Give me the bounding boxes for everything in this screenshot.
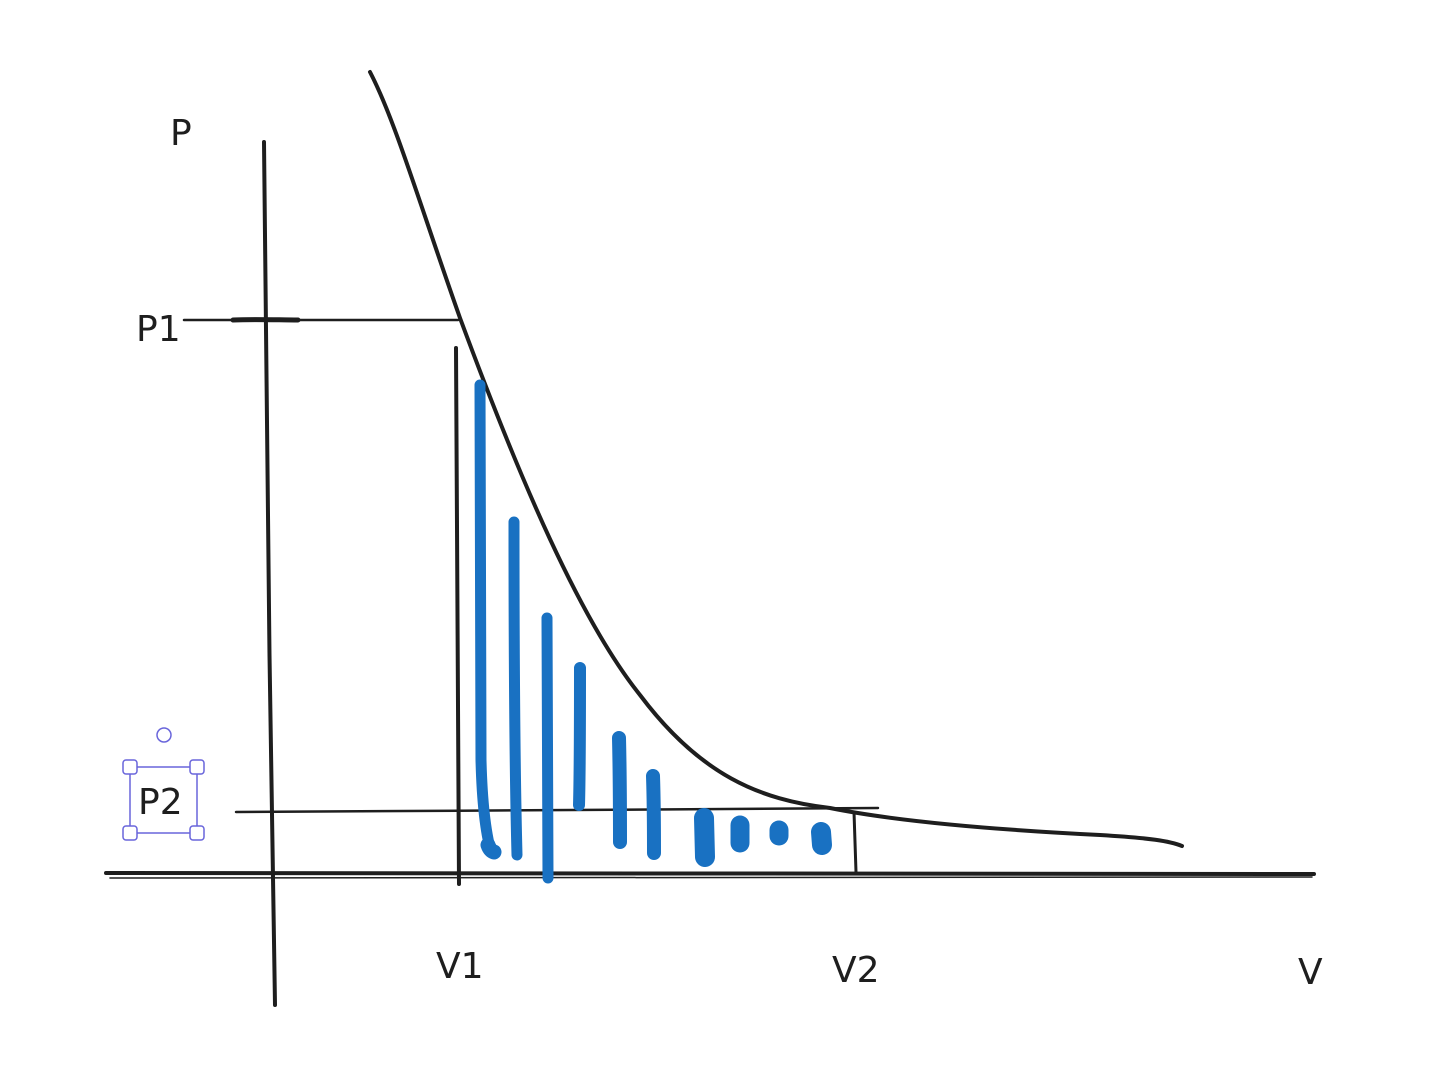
hatch-stroke bbox=[480, 837, 502, 860]
hatch-stroke bbox=[541, 612, 554, 884]
work-area-hatching[interactable] bbox=[474, 379, 832, 884]
resize-handle-top-right[interactable] bbox=[189, 759, 205, 775]
hatch-stroke bbox=[646, 769, 661, 860]
hatch-stroke bbox=[694, 808, 715, 867]
hatch-stroke bbox=[573, 662, 586, 811]
hatch-stroke bbox=[612, 731, 627, 849]
p2-guide-line[interactable] bbox=[234, 806, 880, 814]
v2-vertical-line[interactable] bbox=[852, 810, 858, 874]
resize-handle-top-left[interactable] bbox=[122, 759, 138, 775]
hatch-stroke bbox=[811, 822, 832, 855]
v1-label[interactable]: V1 bbox=[436, 946, 484, 987]
hatch-stroke bbox=[474, 379, 497, 858]
selection-outline bbox=[129, 766, 198, 834]
rotation-handle[interactable] bbox=[156, 727, 172, 743]
hatch-stroke bbox=[508, 516, 523, 861]
p2-label[interactable]: P2 bbox=[138, 782, 183, 823]
resize-handle-bottom-right[interactable] bbox=[189, 825, 205, 841]
resize-handle-bottom-left[interactable] bbox=[122, 825, 138, 841]
selection-box[interactable] bbox=[122, 727, 205, 841]
p-axis-line[interactable] bbox=[262, 140, 277, 1007]
v1-vertical-line[interactable] bbox=[454, 346, 461, 886]
v-axis-label[interactable]: V bbox=[1298, 952, 1323, 993]
p1-label[interactable]: P1 bbox=[136, 309, 181, 350]
p-axis-label[interactable]: P bbox=[170, 113, 192, 154]
v-axis-line-double bbox=[109, 876, 1313, 879]
v2-label[interactable]: V2 bbox=[832, 950, 880, 991]
v-axis-line[interactable] bbox=[104, 871, 1316, 877]
pv-curve[interactable] bbox=[368, 70, 1184, 848]
